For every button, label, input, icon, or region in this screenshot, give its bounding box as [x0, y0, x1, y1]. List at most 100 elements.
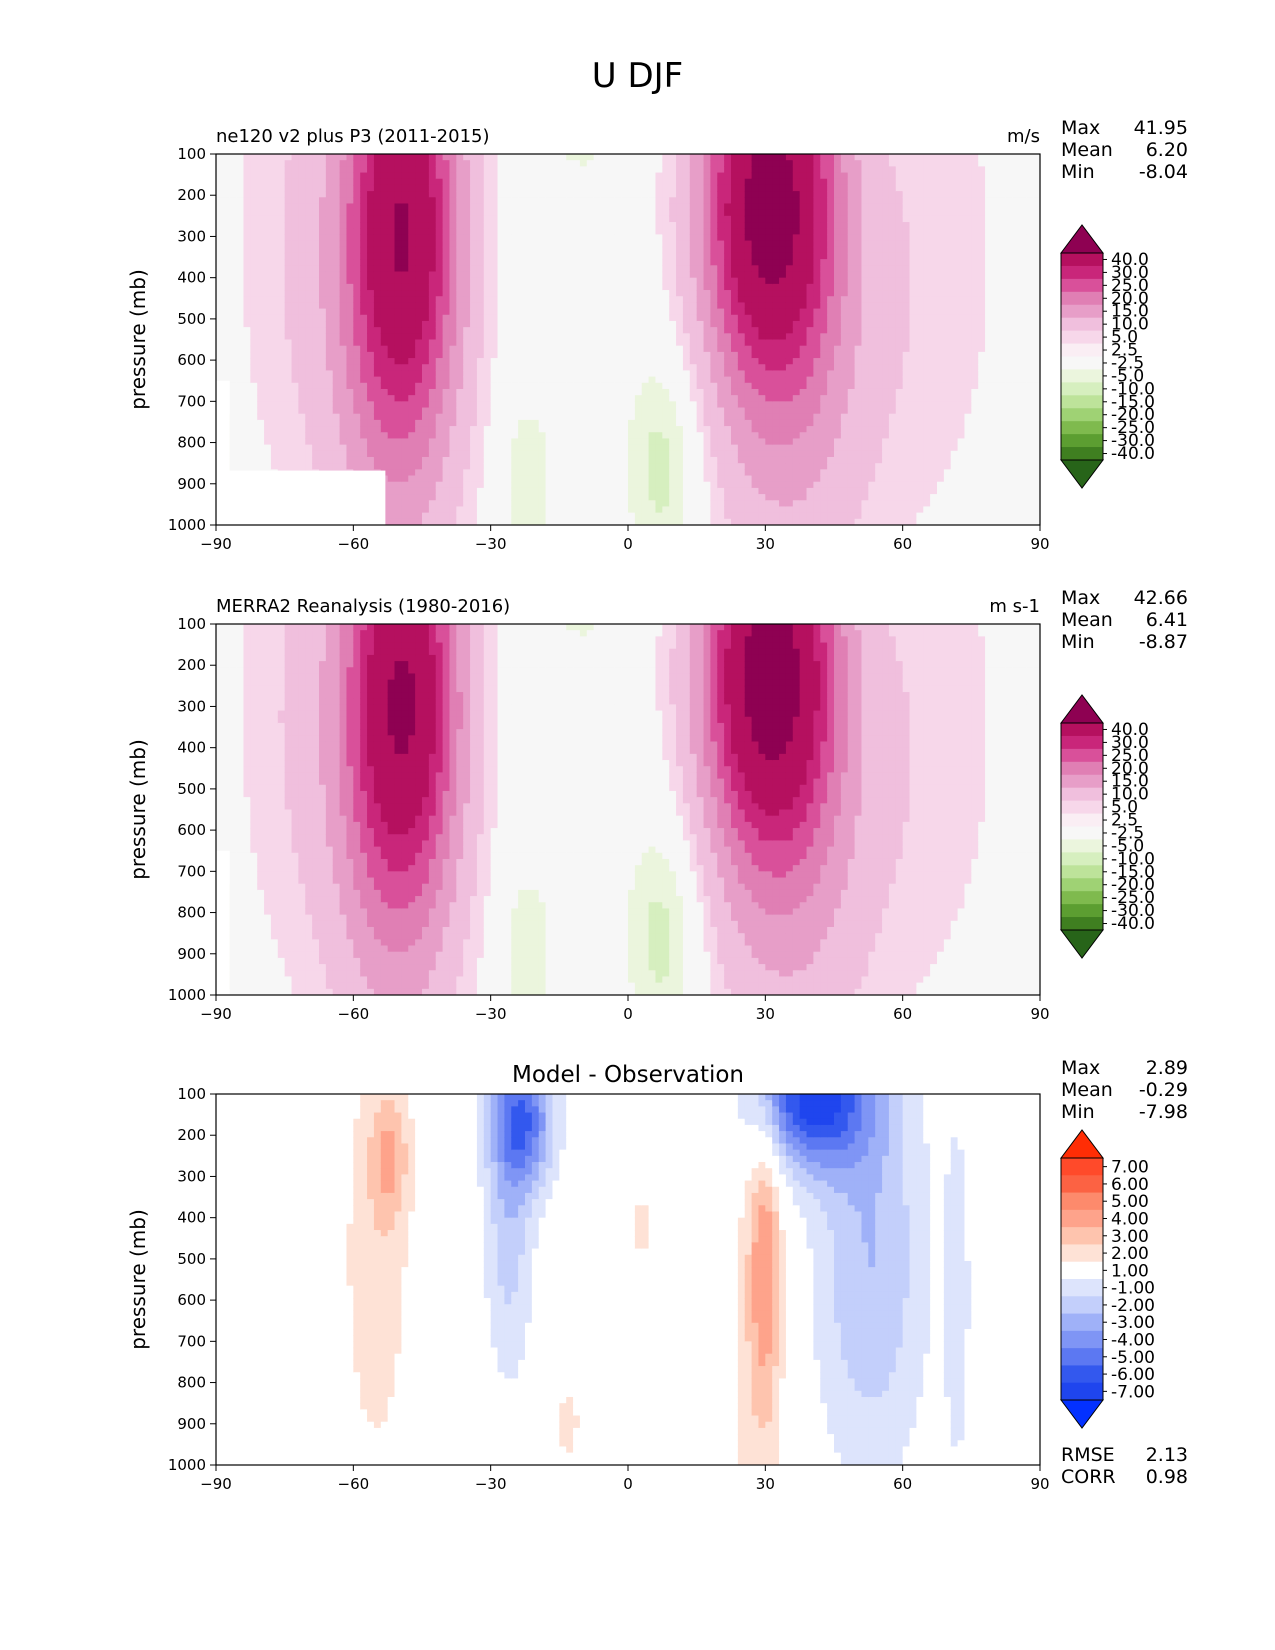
- contour-cell: [305, 314, 313, 322]
- contour-cell: [291, 184, 299, 192]
- contour-cell: [339, 333, 348, 341]
- contour-cell: [270, 463, 279, 470]
- contour-cell: [442, 388, 451, 396]
- contour-cell: [676, 197, 684, 205]
- contour-cell: [731, 432, 739, 440]
- contour-cell: [463, 382, 471, 390]
- contour-cell: [380, 203, 389, 211]
- contour-cell: [346, 277, 354, 285]
- contour-cell: [703, 246, 711, 254]
- contour-cell: [325, 197, 334, 205]
- contour-cell: [634, 395, 643, 402]
- contour-cell: [593, 370, 602, 378]
- contour-cell: [216, 166, 224, 174]
- contour-cell: [566, 500, 574, 508]
- contour-cell: [525, 401, 533, 409]
- contour-cell: [614, 240, 622, 248]
- contour-cell: [634, 203, 643, 211]
- contour-cell: [586, 296, 595, 303]
- contour-cell: [422, 277, 430, 285]
- contour-cell: [257, 222, 265, 229]
- contour-cell: [312, 222, 320, 229]
- contour-cell: [490, 500, 499, 508]
- contour-cell: [401, 382, 409, 390]
- contour-cell: [435, 432, 444, 440]
- contour-cell: [346, 197, 354, 205]
- contour-cell: [483, 197, 492, 205]
- contour-cell: [628, 500, 636, 508]
- contour-cell: [600, 382, 608, 390]
- contour-cell: [463, 172, 471, 180]
- contour-cell: [470, 518, 478, 525]
- contour-cell: [669, 351, 677, 359]
- contour-cell: [710, 166, 718, 174]
- contour-cell: [634, 494, 643, 501]
- contour-cell: [504, 234, 512, 242]
- contour-cell: [785, 222, 794, 229]
- contour-cell: [387, 154, 396, 161]
- contour-cell: [703, 209, 711, 217]
- contour-cell: [497, 351, 505, 359]
- contour-cell: [236, 463, 245, 470]
- contour-cell: [339, 154, 348, 161]
- contour-cell: [277, 191, 286, 198]
- contour-cell: [710, 172, 718, 180]
- contour-cell: [490, 314, 499, 322]
- contour-cell: [483, 351, 492, 359]
- contour-cell: [339, 246, 348, 254]
- contour-cell: [456, 222, 464, 229]
- contour-cell: [772, 252, 780, 260]
- contour-cell: [284, 277, 293, 285]
- contour-cell: [428, 401, 437, 409]
- contour-cell: [442, 358, 451, 365]
- contour-cell: [305, 259, 313, 266]
- contour-cell: [346, 265, 354, 273]
- contour-cell: [758, 271, 766, 279]
- contour-cell: [449, 246, 457, 254]
- contour-cell: [483, 475, 492, 483]
- contour-cell: [579, 222, 588, 229]
- contour-cell: [470, 419, 478, 427]
- contour-cell: [319, 413, 327, 421]
- contour-cell: [346, 345, 354, 353]
- contour-cell: [435, 364, 444, 372]
- contour-cell: [552, 463, 560, 470]
- contour-cell: [270, 438, 279, 446]
- contour-cell: [422, 438, 430, 446]
- contour-cell: [401, 203, 409, 211]
- contour-cell: [669, 419, 677, 427]
- contour-cell: [634, 401, 643, 409]
- contour-cell: [648, 203, 657, 211]
- contour-cell: [319, 358, 327, 365]
- contour-cell: [511, 376, 519, 384]
- contour-cell: [449, 407, 457, 415]
- contour-cell: [216, 364, 224, 372]
- contour-cell: [600, 388, 608, 396]
- contour-cell: [216, 265, 224, 273]
- contour-cell: [744, 191, 753, 198]
- contour-cell: [731, 203, 739, 211]
- contour-cell: [628, 246, 636, 254]
- contour-cell: [497, 172, 505, 180]
- contour-cell: [270, 166, 279, 174]
- contour-cell: [744, 432, 753, 440]
- contour-cell: [339, 271, 348, 279]
- contour-cell: [339, 463, 348, 470]
- contour-cell: [744, 259, 753, 266]
- contour-cell: [607, 413, 615, 421]
- contour-cell: [579, 240, 588, 248]
- contour-cell: [628, 333, 636, 341]
- contour-cell: [353, 320, 361, 328]
- contour-cell: [373, 246, 382, 254]
- contour-cell: [463, 308, 471, 316]
- contour-cell: [634, 209, 643, 217]
- panel-model: −90 −60 −30 0 30 60 90100200300400500600700800…: [126, 126, 1155, 553]
- contour-cell: [772, 154, 780, 161]
- contour-cell: [751, 240, 760, 248]
- contour-cell: [724, 401, 732, 409]
- contour-cell: [422, 234, 430, 242]
- contour-cell: [758, 518, 766, 525]
- contour-cell: [497, 382, 505, 390]
- contour-cell: [319, 240, 327, 248]
- contour-cell: [449, 426, 457, 433]
